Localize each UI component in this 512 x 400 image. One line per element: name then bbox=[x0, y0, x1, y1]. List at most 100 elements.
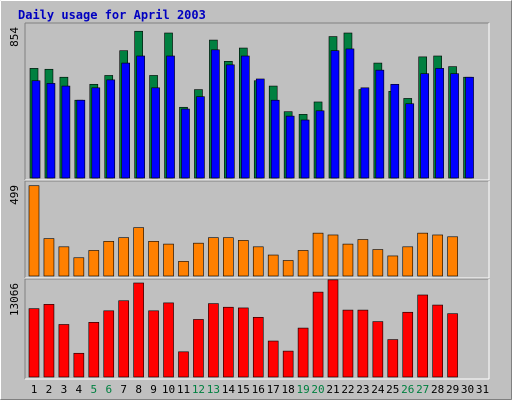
bar-hits-files-s1-day-24 bbox=[375, 69, 385, 179]
bar-hits-files-s1-day-14 bbox=[226, 64, 235, 179]
ymax-label-hits-files: 854 bbox=[8, 27, 21, 47]
bar-kbytes-s0-day-18 bbox=[282, 260, 294, 277]
x-tick-label-19: 19 bbox=[296, 383, 309, 396]
bar-hits-files-s1-day-25 bbox=[390, 83, 400, 179]
x-tick-label-22: 22 bbox=[341, 383, 354, 396]
bar-hits-files-s1-day-6 bbox=[106, 79, 116, 179]
bar-visits-s0-day-1 bbox=[28, 308, 40, 378]
bar-kbytes-s0-day-6 bbox=[103, 241, 115, 277]
bar-hits-files-s1-day-18 bbox=[285, 115, 295, 179]
panel-kbytes: 499 bbox=[8, 180, 490, 279]
bar-visits-s0-day-20 bbox=[312, 291, 324, 378]
bar-hits-files-s1-day-9 bbox=[151, 87, 160, 179]
bar-visits-s0-day-13 bbox=[208, 303, 219, 378]
bar-visits-s0-day-14 bbox=[223, 306, 234, 378]
x-tick-label-2: 2 bbox=[46, 383, 53, 396]
chart-title: Daily usage for April 2003 bbox=[18, 8, 206, 22]
x-tick-label-9: 9 bbox=[150, 383, 157, 396]
bar-hits-files-s1-day-2 bbox=[46, 83, 56, 179]
bar-hits-files-s1-day-30 bbox=[465, 76, 474, 179]
x-axis: 1 2 3 4 5 6 7 8 9 10 11 12 13 14 15 16 17 18 19 20 21 22 23 24 2… bbox=[31, 383, 489, 396]
x-tick-label-6: 6 bbox=[105, 383, 112, 396]
bar-visits-s0-day-10 bbox=[163, 302, 174, 378]
bar-hits-files-s1-day-8 bbox=[136, 55, 145, 179]
bar-visits-s0-day-7 bbox=[118, 300, 129, 378]
x-tick-label-23: 23 bbox=[356, 383, 369, 396]
x-tick-label-4: 4 bbox=[76, 383, 83, 396]
bar-hits-files-s1-day-22 bbox=[345, 48, 355, 179]
bar-kbytes-s0-day-10 bbox=[163, 243, 174, 277]
x-tick-label-21: 21 bbox=[326, 383, 339, 396]
bar-visits-s0-day-16 bbox=[252, 316, 264, 378]
x-tick-label-12: 12 bbox=[192, 383, 205, 396]
bar-hits-files-s1-day-20 bbox=[315, 110, 325, 179]
x-tick-label-10: 10 bbox=[162, 383, 175, 396]
bar-kbytes-s0-day-1 bbox=[28, 185, 40, 277]
bar-hits-files-s1-day-1 bbox=[31, 80, 41, 179]
x-tick-label-20: 20 bbox=[311, 383, 324, 396]
bar-kbytes-s0-day-12 bbox=[193, 242, 204, 277]
bar-hits-files-s1-day-10 bbox=[166, 55, 175, 179]
bar-visits-s0-day-12 bbox=[193, 319, 204, 378]
x-tick-label-15: 15 bbox=[237, 383, 250, 396]
x-tick-label-17: 17 bbox=[267, 383, 280, 396]
x-tick-label-24: 24 bbox=[371, 383, 385, 396]
bar-hits-files-s1-day-29 bbox=[450, 73, 459, 179]
x-tick-label-29: 29 bbox=[446, 383, 459, 396]
bar-kbytes-s0-day-21 bbox=[327, 234, 339, 277]
bar-hits-files-s1-day-26 bbox=[405, 103, 415, 179]
bar-visits-s0-day-3 bbox=[58, 324, 70, 378]
bar-kbytes-s0-day-2 bbox=[43, 238, 55, 277]
bar-hits-files-s1-day-28 bbox=[435, 68, 444, 179]
ymax-label-kbytes: 499 bbox=[8, 185, 21, 205]
bar-hits-files-s1-day-12 bbox=[196, 96, 205, 179]
bar-visits-s0-day-19 bbox=[297, 327, 309, 378]
bar-kbytes-s0-day-13 bbox=[208, 237, 219, 277]
bar-kbytes-s0-day-11 bbox=[178, 261, 189, 277]
bar-visits-s0-day-26 bbox=[402, 311, 414, 378]
x-tick-label-1: 1 bbox=[31, 383, 38, 396]
bar-kbytes-s0-day-17 bbox=[267, 254, 279, 277]
x-tick-label-11: 11 bbox=[177, 383, 190, 396]
x-tick-label-27: 27 bbox=[416, 383, 429, 396]
bar-visits-s0-day-4 bbox=[73, 352, 85, 378]
bar-hits-files-s1-day-5 bbox=[91, 87, 101, 179]
bar-hits-files-s1-day-13 bbox=[211, 49, 220, 179]
x-tick-label-8: 8 bbox=[135, 383, 142, 396]
bar-visits-s0-day-6 bbox=[103, 310, 115, 378]
bar-kbytes-s0-day-23 bbox=[357, 239, 369, 277]
bar-hits-files-s1-day-4 bbox=[76, 99, 86, 179]
bar-kbytes-s0-day-16 bbox=[252, 246, 264, 277]
x-tick-label-7: 7 bbox=[120, 383, 127, 396]
x-tick-label-31: 31 bbox=[476, 383, 489, 396]
bar-visits-s0-day-28 bbox=[432, 304, 443, 378]
bar-visits-s0-day-11 bbox=[178, 351, 189, 378]
bar-kbytes-s0-day-7 bbox=[118, 237, 129, 277]
bar-visits-s0-day-21 bbox=[327, 279, 339, 378]
bar-kbytes-s0-day-28 bbox=[432, 234, 443, 277]
bar-kbytes-s0-day-9 bbox=[148, 241, 159, 277]
bar-kbytes-s0-day-22 bbox=[342, 243, 354, 277]
bar-kbytes-s0-day-26 bbox=[402, 246, 414, 277]
x-tick-label-28: 28 bbox=[431, 383, 444, 396]
bar-visits-s0-day-29 bbox=[447, 313, 458, 378]
bar-hits-files-s1-day-27 bbox=[420, 73, 430, 179]
chart-panels: 854 499 13066 bbox=[8, 22, 490, 380]
bar-hits-files-s1-day-16 bbox=[255, 78, 265, 179]
x-tick-label-30: 30 bbox=[461, 383, 474, 396]
bar-visits-s0-day-23 bbox=[357, 309, 369, 378]
bar-hits-files-s1-day-7 bbox=[121, 62, 130, 179]
x-tick-label-3: 3 bbox=[61, 383, 68, 396]
bar-kbytes-s0-day-4 bbox=[73, 257, 85, 277]
bar-hits-files-s1-day-19 bbox=[300, 119, 310, 179]
bar-visits-s0-day-24 bbox=[372, 321, 384, 378]
panel-visits: 13066 bbox=[8, 278, 490, 380]
bar-visits-s0-day-25 bbox=[387, 339, 399, 378]
bar-kbytes-s0-day-3 bbox=[58, 246, 70, 277]
bar-visits-s0-day-17 bbox=[267, 340, 279, 378]
x-tick-label-13: 13 bbox=[207, 383, 220, 396]
x-tick-label-14: 14 bbox=[222, 383, 236, 396]
bar-kbytes-s0-day-19 bbox=[297, 250, 309, 277]
bar-hits-files-s1-day-23 bbox=[360, 87, 370, 179]
